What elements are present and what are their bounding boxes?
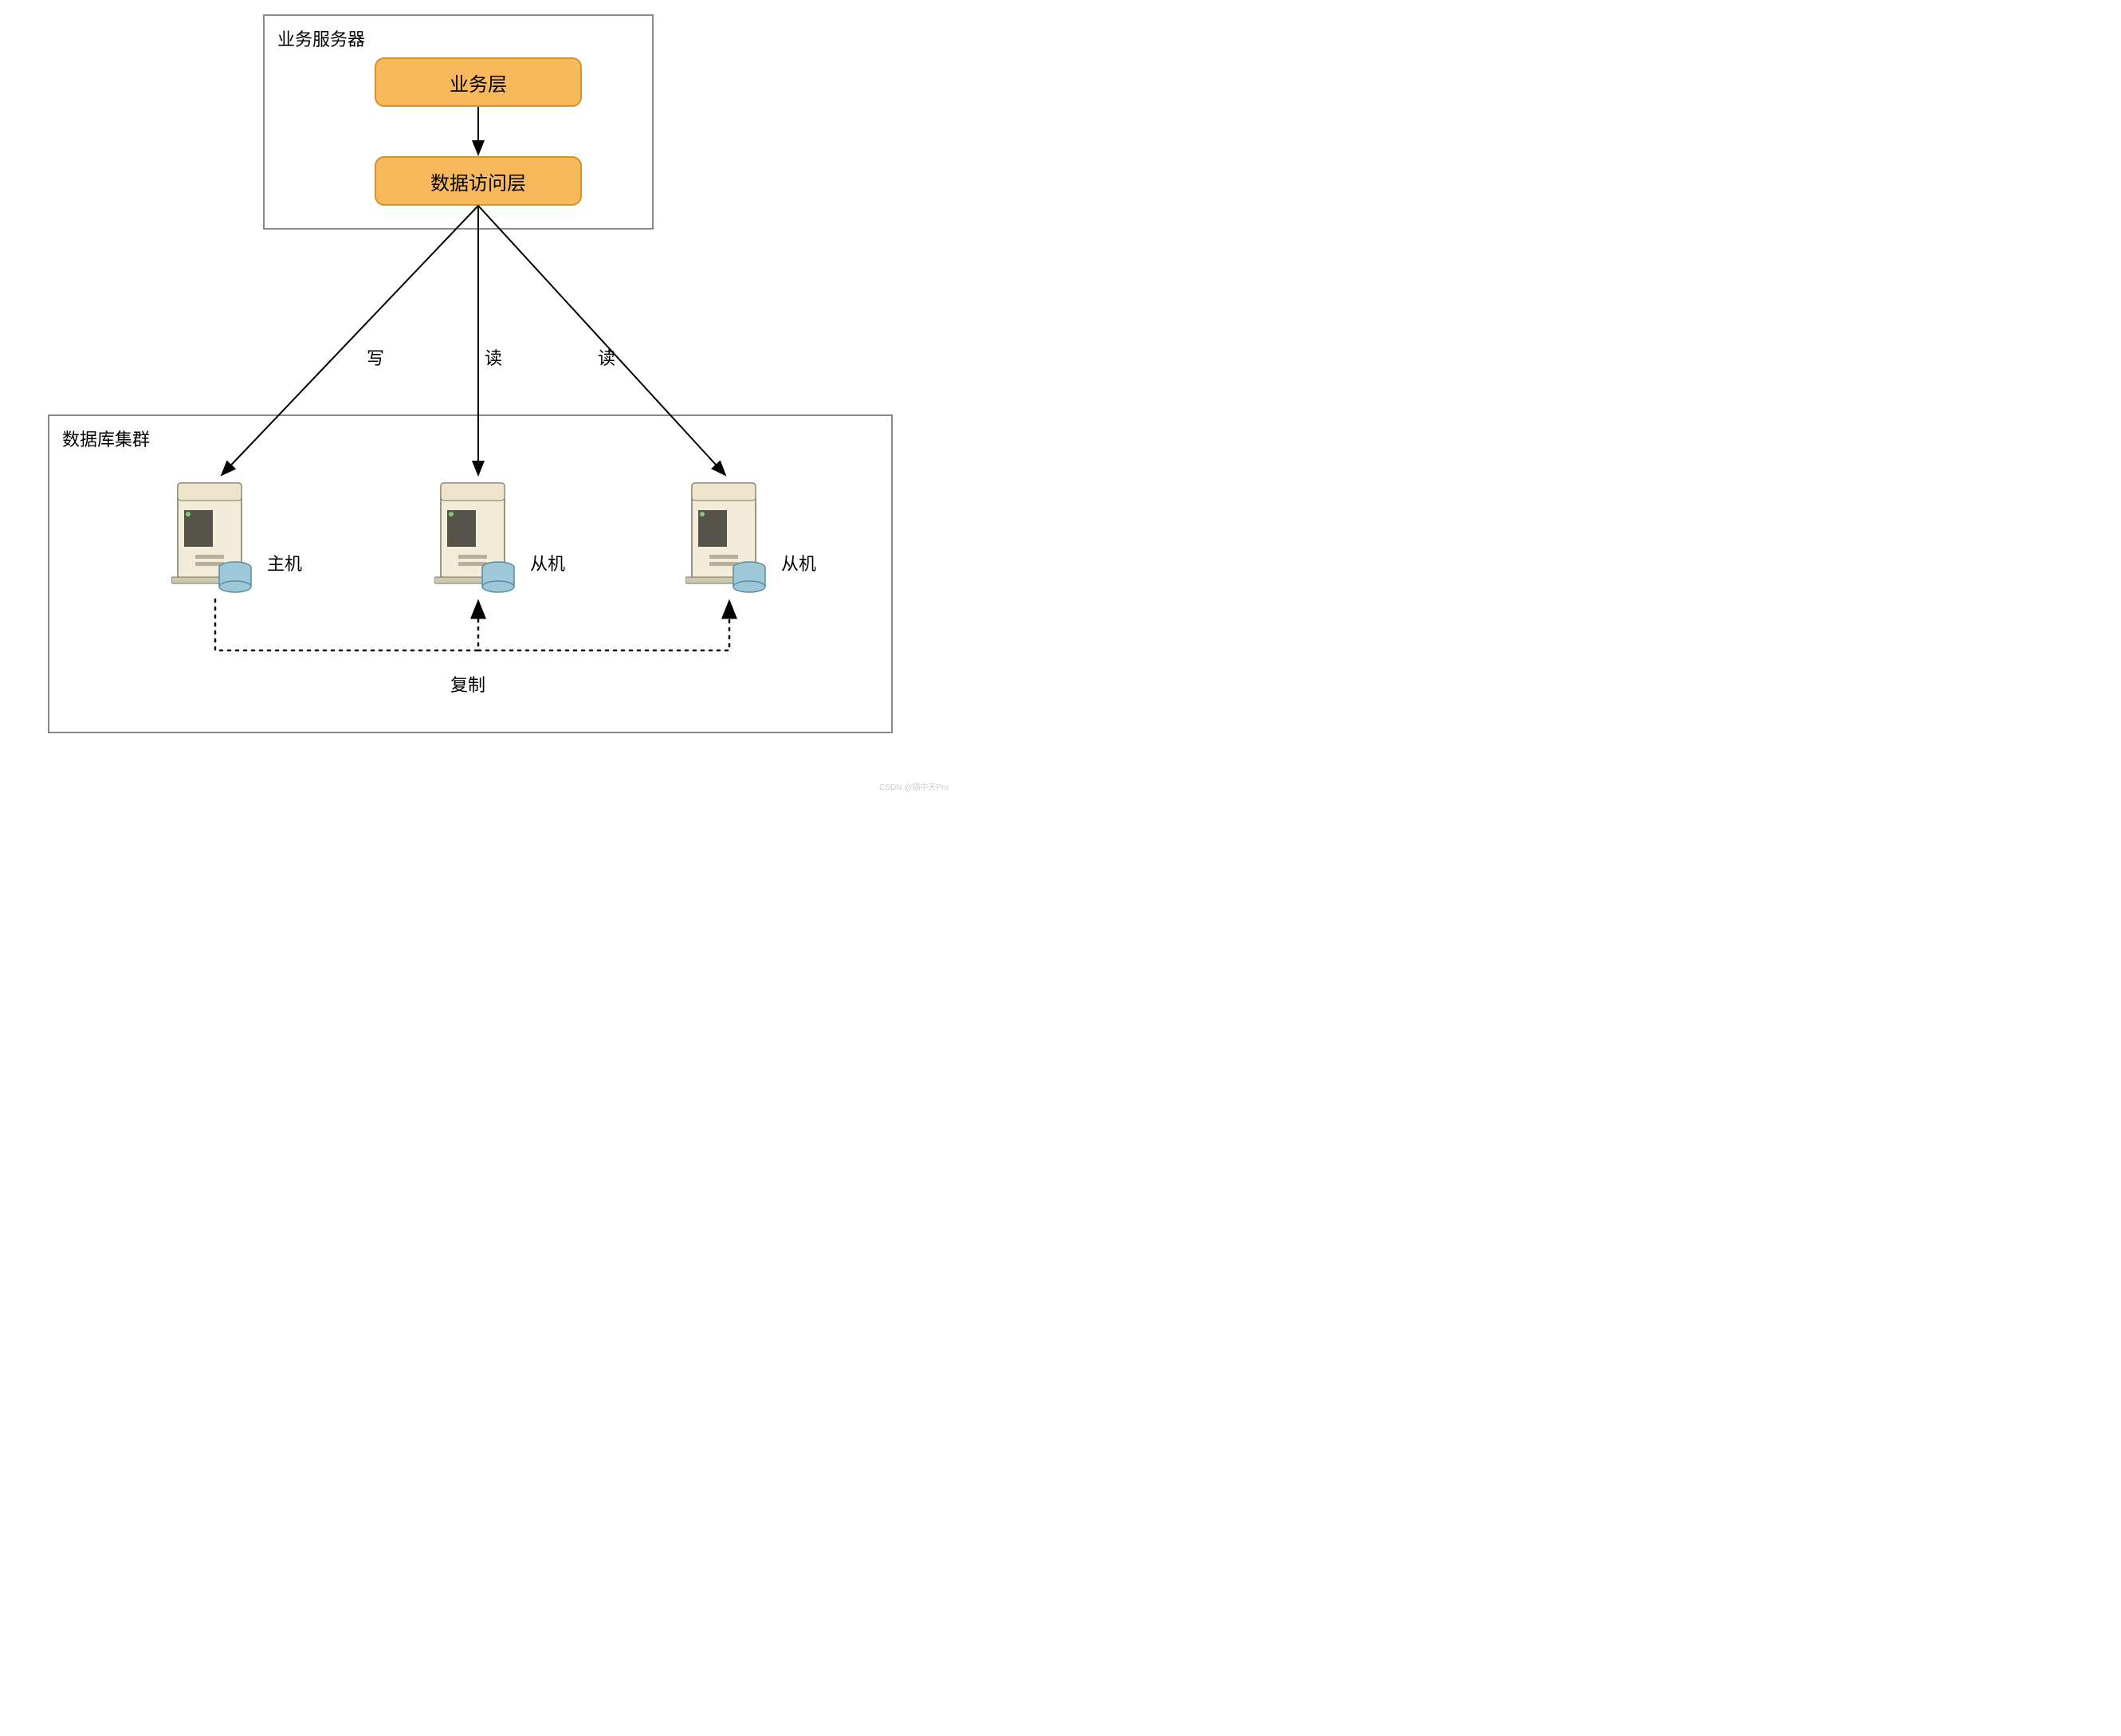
edge-replicate-label: 复制: [450, 671, 485, 697]
edge-read1-label: 读: [485, 344, 502, 370]
edge-read2-label: 读: [598, 344, 615, 370]
business-layer-box: 业务层: [375, 57, 582, 107]
db-cluster-title: 数据库集群: [62, 426, 150, 451]
edge-write-label: 写: [367, 344, 384, 370]
business-server-title: 业务服务器: [277, 26, 365, 51]
server-slave1-icon: [434, 478, 522, 590]
server-slave2-label: 从机: [781, 550, 816, 575]
server-slave1-label: 从机: [530, 550, 565, 575]
data-access-layer-box: 数据访问层: [375, 156, 582, 206]
server-master-label: 主机: [267, 550, 302, 575]
server-master-icon: [171, 478, 259, 590]
business-layer-label: 业务层: [450, 69, 507, 96]
watermark-text: CSDN @锅中天Pro: [879, 780, 949, 792]
server-slave2-icon: [685, 478, 773, 590]
data-access-layer-label: 数据访问层: [430, 167, 526, 195]
